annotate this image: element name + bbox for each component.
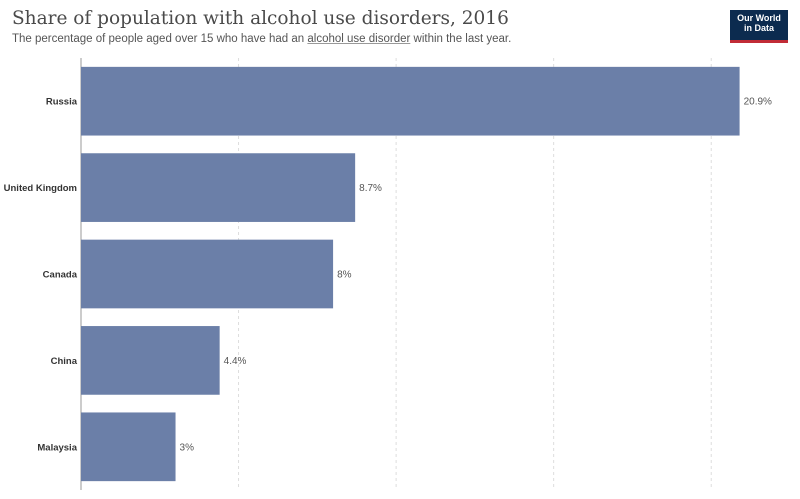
category-label: China xyxy=(51,356,78,367)
subtitle-text-start: The percentage of people aged over 15 wh… xyxy=(12,33,308,45)
bar-russia[interactable] xyxy=(81,66,740,136)
category-label: Malaysia xyxy=(37,442,77,453)
category-label: United Kingdom xyxy=(4,183,77,194)
owid-logo[interactable]: Our World in Data xyxy=(730,10,788,43)
value-label: 8% xyxy=(337,270,352,281)
bar-malaysia[interactable] xyxy=(81,412,176,482)
logo-line-2: in Data xyxy=(743,23,774,33)
alcohol-use-disorder-link[interactable]: alcohol use disorder xyxy=(307,33,411,45)
bar-united-kingdom[interactable] xyxy=(81,153,356,222)
bar-canada[interactable] xyxy=(81,239,334,309)
subtitle-text-end: within the last year. xyxy=(410,33,512,45)
chart-title: Share of population with alcohol use dis… xyxy=(12,8,509,29)
value-label: 20.9% xyxy=(744,97,772,108)
value-label: 4.4% xyxy=(224,356,247,367)
category-label: Canada xyxy=(43,270,78,281)
logo-line-1: Our World xyxy=(737,13,781,23)
value-label: 8.7% xyxy=(359,183,382,194)
chart-subtitle: The percentage of people aged over 15 wh… xyxy=(12,33,511,45)
bar-china[interactable] xyxy=(81,326,220,395)
value-label: 3% xyxy=(180,442,195,453)
category-label: Russia xyxy=(46,97,78,108)
